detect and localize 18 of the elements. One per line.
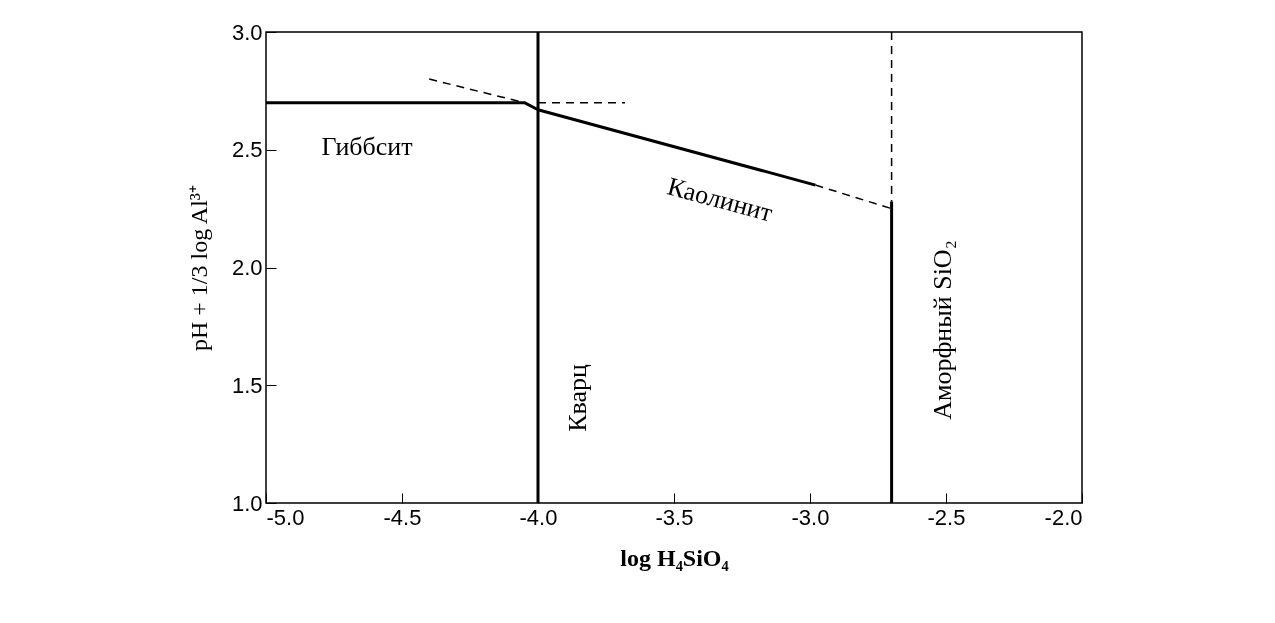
y-tick-label: 2.5: [231, 137, 263, 163]
x-tick-label: -2.0: [1044, 504, 1083, 530]
x-tick-label: -3.0: [791, 504, 830, 530]
x-tick-label: -5.0: [266, 504, 305, 530]
x-tick-label: -3.5: [655, 504, 694, 530]
x-tick-label: -4.0: [519, 504, 558, 530]
annotation: Аморфный SiO₂: [928, 240, 957, 420]
x-axis-title: log H₄SiO₄: [620, 544, 729, 571]
y-axis-title: pH + 1/3 log Al³⁺: [185, 184, 212, 352]
x-tick-label: -4.5: [383, 504, 422, 530]
annotation: Кварц: [563, 364, 592, 432]
y-tick-label: 1.0: [231, 490, 263, 516]
annotation: Гиббсит: [321, 132, 413, 161]
y-tick-label: 1.5: [231, 372, 263, 398]
y-tick-label: 2.0: [231, 255, 263, 280]
x-tick-label: -2.5: [927, 504, 966, 530]
annotation: Каолинит: [664, 171, 776, 228]
y-tick-label: 3.0: [231, 19, 263, 45]
